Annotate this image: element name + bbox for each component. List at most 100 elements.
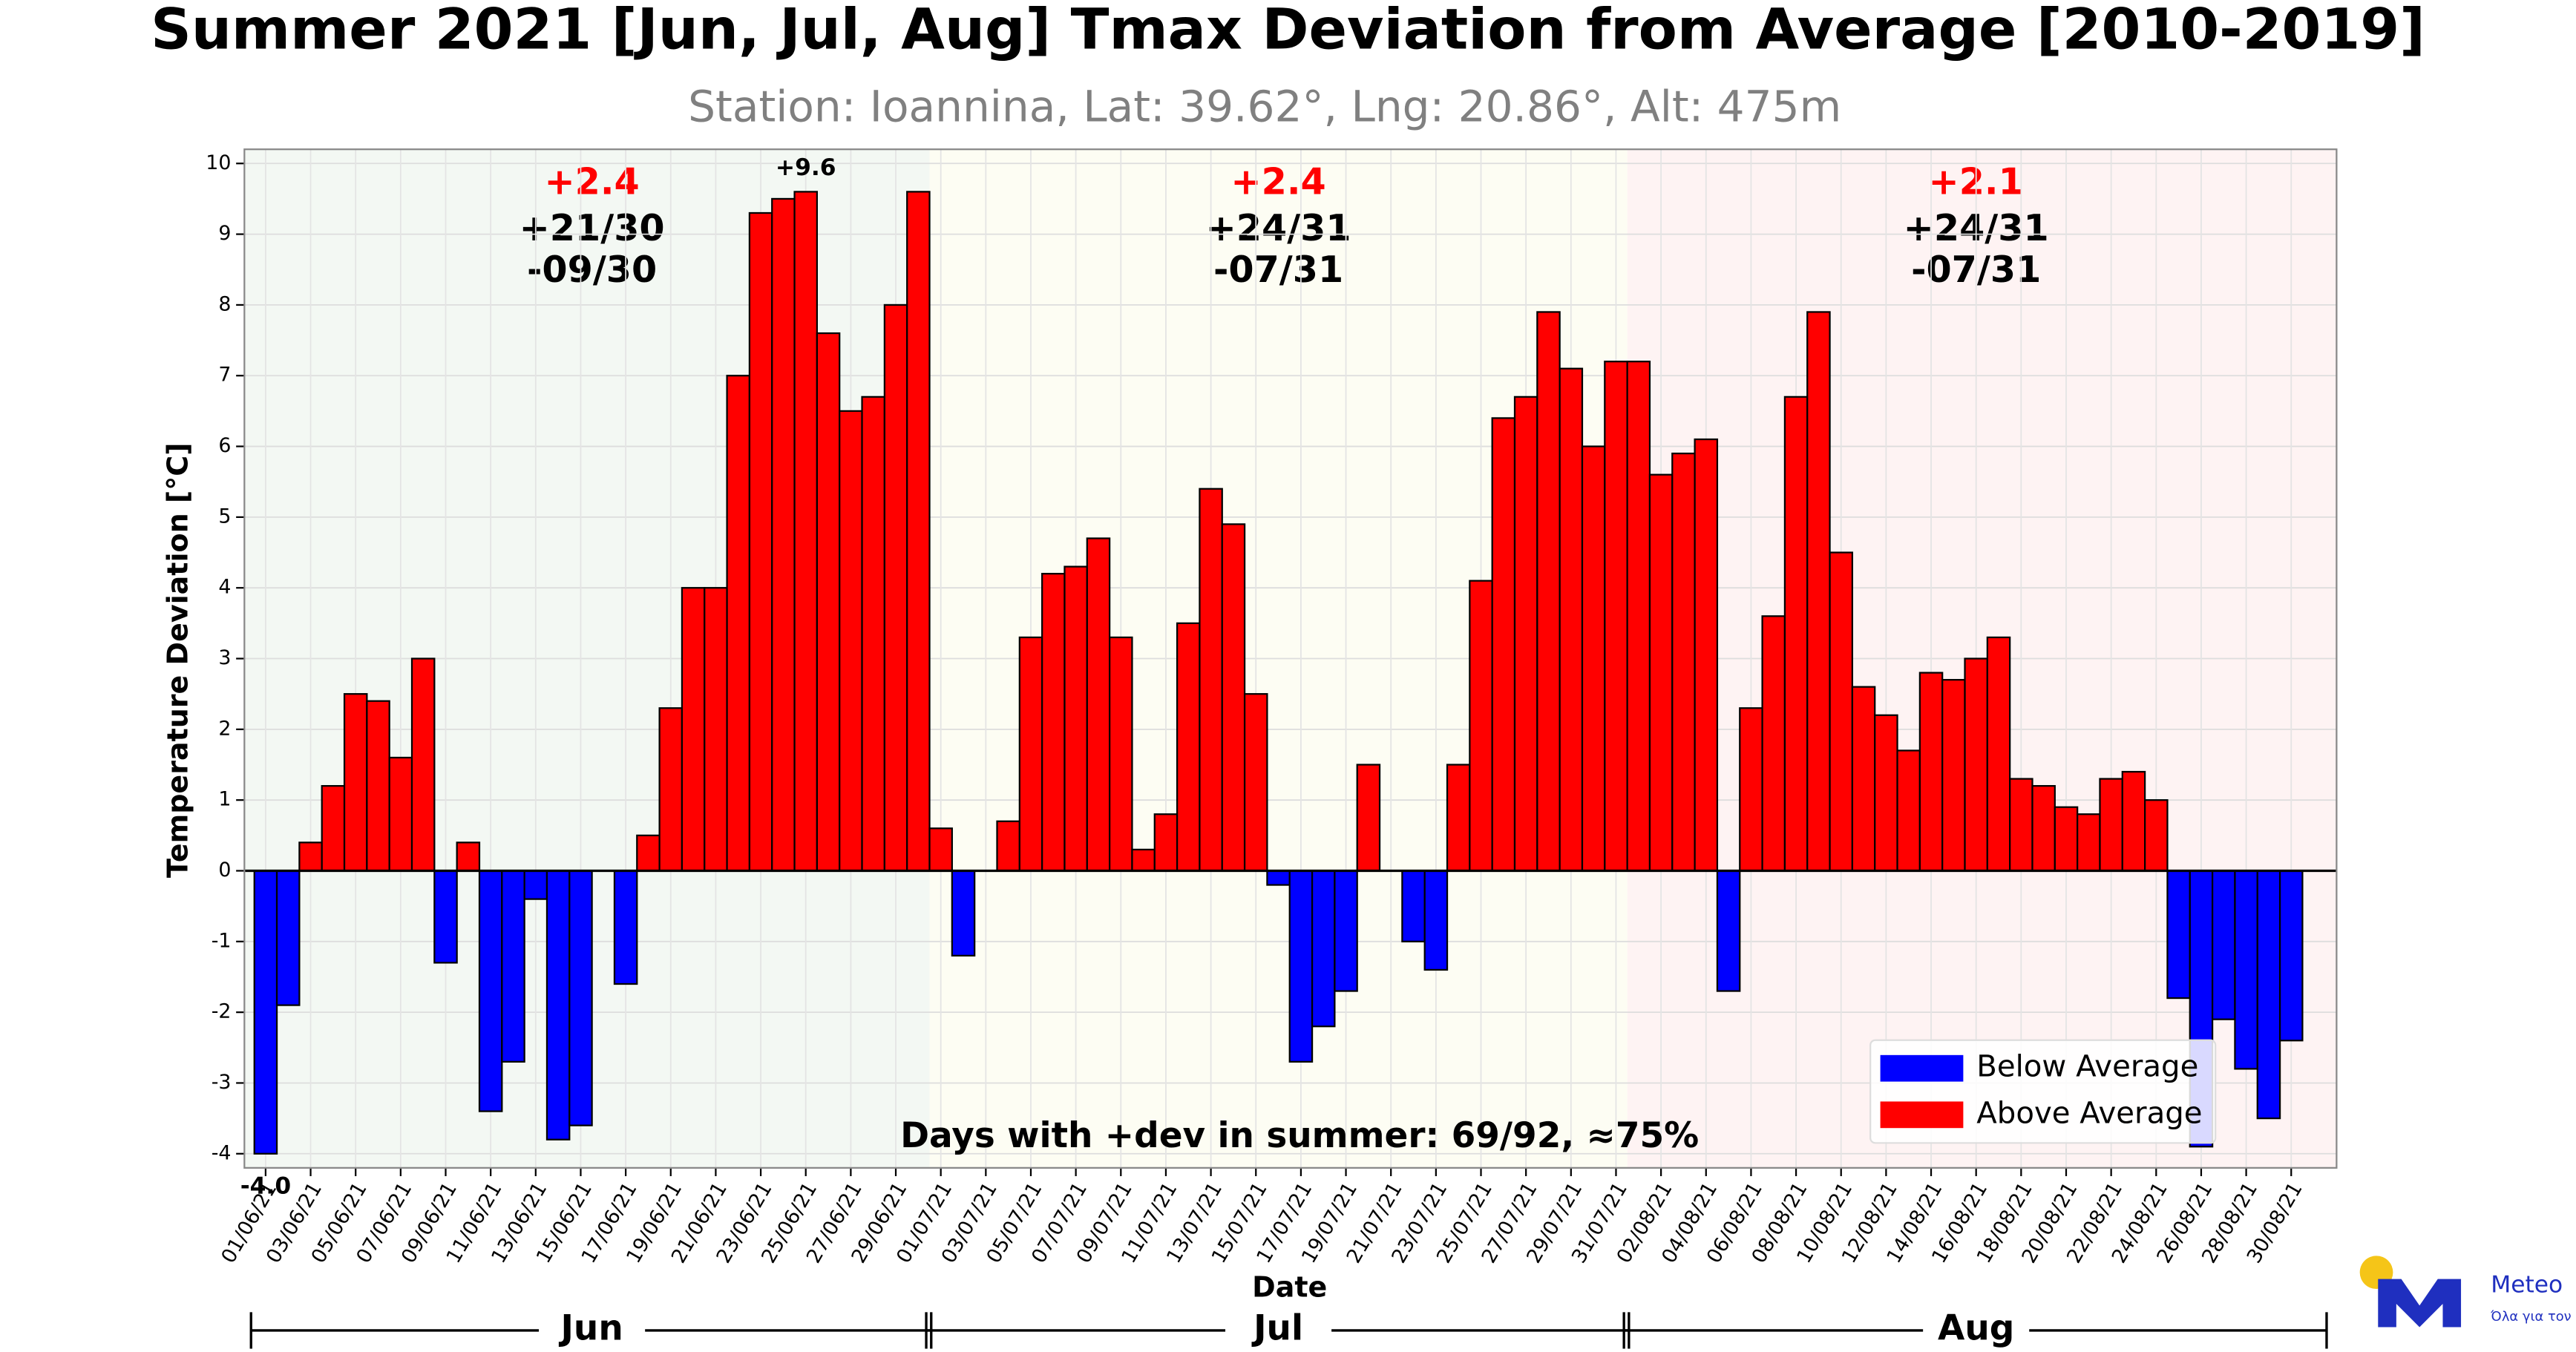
bar [2144, 799, 2169, 872]
bar [1513, 396, 1538, 872]
bar [1491, 417, 1516, 872]
bar [658, 707, 684, 872]
bar [1604, 361, 1628, 872]
bar [1739, 707, 1763, 872]
bar [1806, 311, 1831, 872]
bar [1288, 870, 1314, 1063]
chart-subtitle: Station: Ioannina, Lat: 39.62°, Lng: 20.… [688, 82, 1841, 132]
bar [1334, 870, 1358, 992]
bar [996, 820, 1020, 872]
bar [839, 410, 863, 872]
month-mean: +2.4 [1230, 160, 1325, 203]
bar [726, 375, 751, 872]
bar [928, 827, 953, 872]
bar [2278, 870, 2304, 1042]
bar [456, 841, 481, 872]
bar [1964, 657, 1988, 872]
logo-tagline: Όλα για τον καιρό [2490, 1309, 2576, 1325]
bar [2031, 784, 2056, 872]
logo-mark [2378, 1279, 2462, 1328]
bar [1401, 870, 1426, 942]
month-above: +24/31 [1206, 206, 1351, 249]
bar [568, 870, 593, 1126]
y-tick-label: 3 [218, 646, 231, 669]
bar [1783, 396, 1809, 872]
month-name: Aug [1938, 1307, 2014, 1348]
bar [704, 587, 728, 872]
bar [1694, 438, 1719, 872]
bar [2166, 870, 2191, 1000]
bar [2211, 870, 2236, 1020]
bar [433, 870, 458, 964]
legend-label: Above Average [1976, 1096, 2202, 1130]
bar [523, 870, 548, 900]
month-below: -07/31 [1213, 248, 1343, 291]
bar [1243, 693, 1268, 872]
bar [253, 870, 278, 1155]
bar [748, 211, 773, 872]
y-tick-label: -4 [212, 1141, 232, 1164]
bar [2121, 770, 2146, 872]
bar [343, 693, 368, 872]
bar [1941, 679, 1966, 872]
summary-annotation: Days with +dev in summer: 69/92, ≈75% [900, 1115, 1699, 1156]
bar [1918, 672, 1944, 872]
bar [793, 191, 819, 872]
bar [1063, 565, 1088, 872]
bar [1671, 452, 1696, 872]
month-name: Jul [1251, 1307, 1303, 1348]
y-tick-label: 5 [218, 505, 231, 528]
bar [1199, 488, 1223, 872]
bar [681, 587, 706, 872]
y-tick-label: -2 [212, 1000, 232, 1023]
bar [613, 870, 638, 985]
bar [410, 657, 436, 872]
y-tick-label: 10 [206, 151, 231, 174]
bar [1446, 764, 1471, 872]
bar [1851, 686, 1876, 872]
bar [906, 191, 931, 872]
bar [388, 756, 413, 872]
y-tick-label: 6 [218, 434, 231, 457]
bar [2054, 806, 2079, 872]
bar [478, 870, 503, 1112]
y-tick-label: 7 [218, 364, 231, 387]
bar [1648, 473, 1674, 872]
min-label: -4.0 [240, 1172, 291, 1199]
bar [1559, 367, 1584, 872]
bar [545, 870, 571, 1141]
bar [1874, 714, 1898, 872]
bar [1356, 764, 1381, 872]
month-below: -09/30 [527, 248, 657, 291]
y-tick-label: 2 [218, 717, 231, 740]
bar [275, 870, 301, 1006]
bar [1131, 848, 1156, 872]
month-name: Jun [558, 1307, 623, 1348]
chart-title: Summer 2021 [Jun, Jul, Aug] Tmax Deviati… [151, 0, 2425, 62]
bar [1266, 870, 1291, 886]
bar [1086, 537, 1111, 872]
bar [1176, 622, 1201, 872]
bar [2009, 778, 2033, 872]
bar [883, 303, 908, 872]
bar [861, 396, 885, 872]
logo-name: Meteo [2491, 1272, 2563, 1299]
bar [1018, 636, 1043, 872]
bar [1469, 580, 1493, 872]
bar [1761, 615, 1786, 872]
y-axis-label: Temperature Deviation [°C] [162, 443, 194, 879]
bar [1153, 813, 1179, 872]
legend-swatch [1880, 1054, 1964, 1082]
bar [321, 784, 346, 872]
bar [366, 700, 390, 872]
max-label: +9.6 [776, 154, 836, 181]
bar [1536, 311, 1561, 872]
bar [816, 332, 841, 872]
x-axis-label: Date [1252, 1271, 1327, 1304]
y-tick-label: 1 [218, 788, 231, 811]
bar [2099, 778, 2123, 872]
bar [298, 841, 323, 872]
y-tick-label: 8 [218, 292, 231, 315]
